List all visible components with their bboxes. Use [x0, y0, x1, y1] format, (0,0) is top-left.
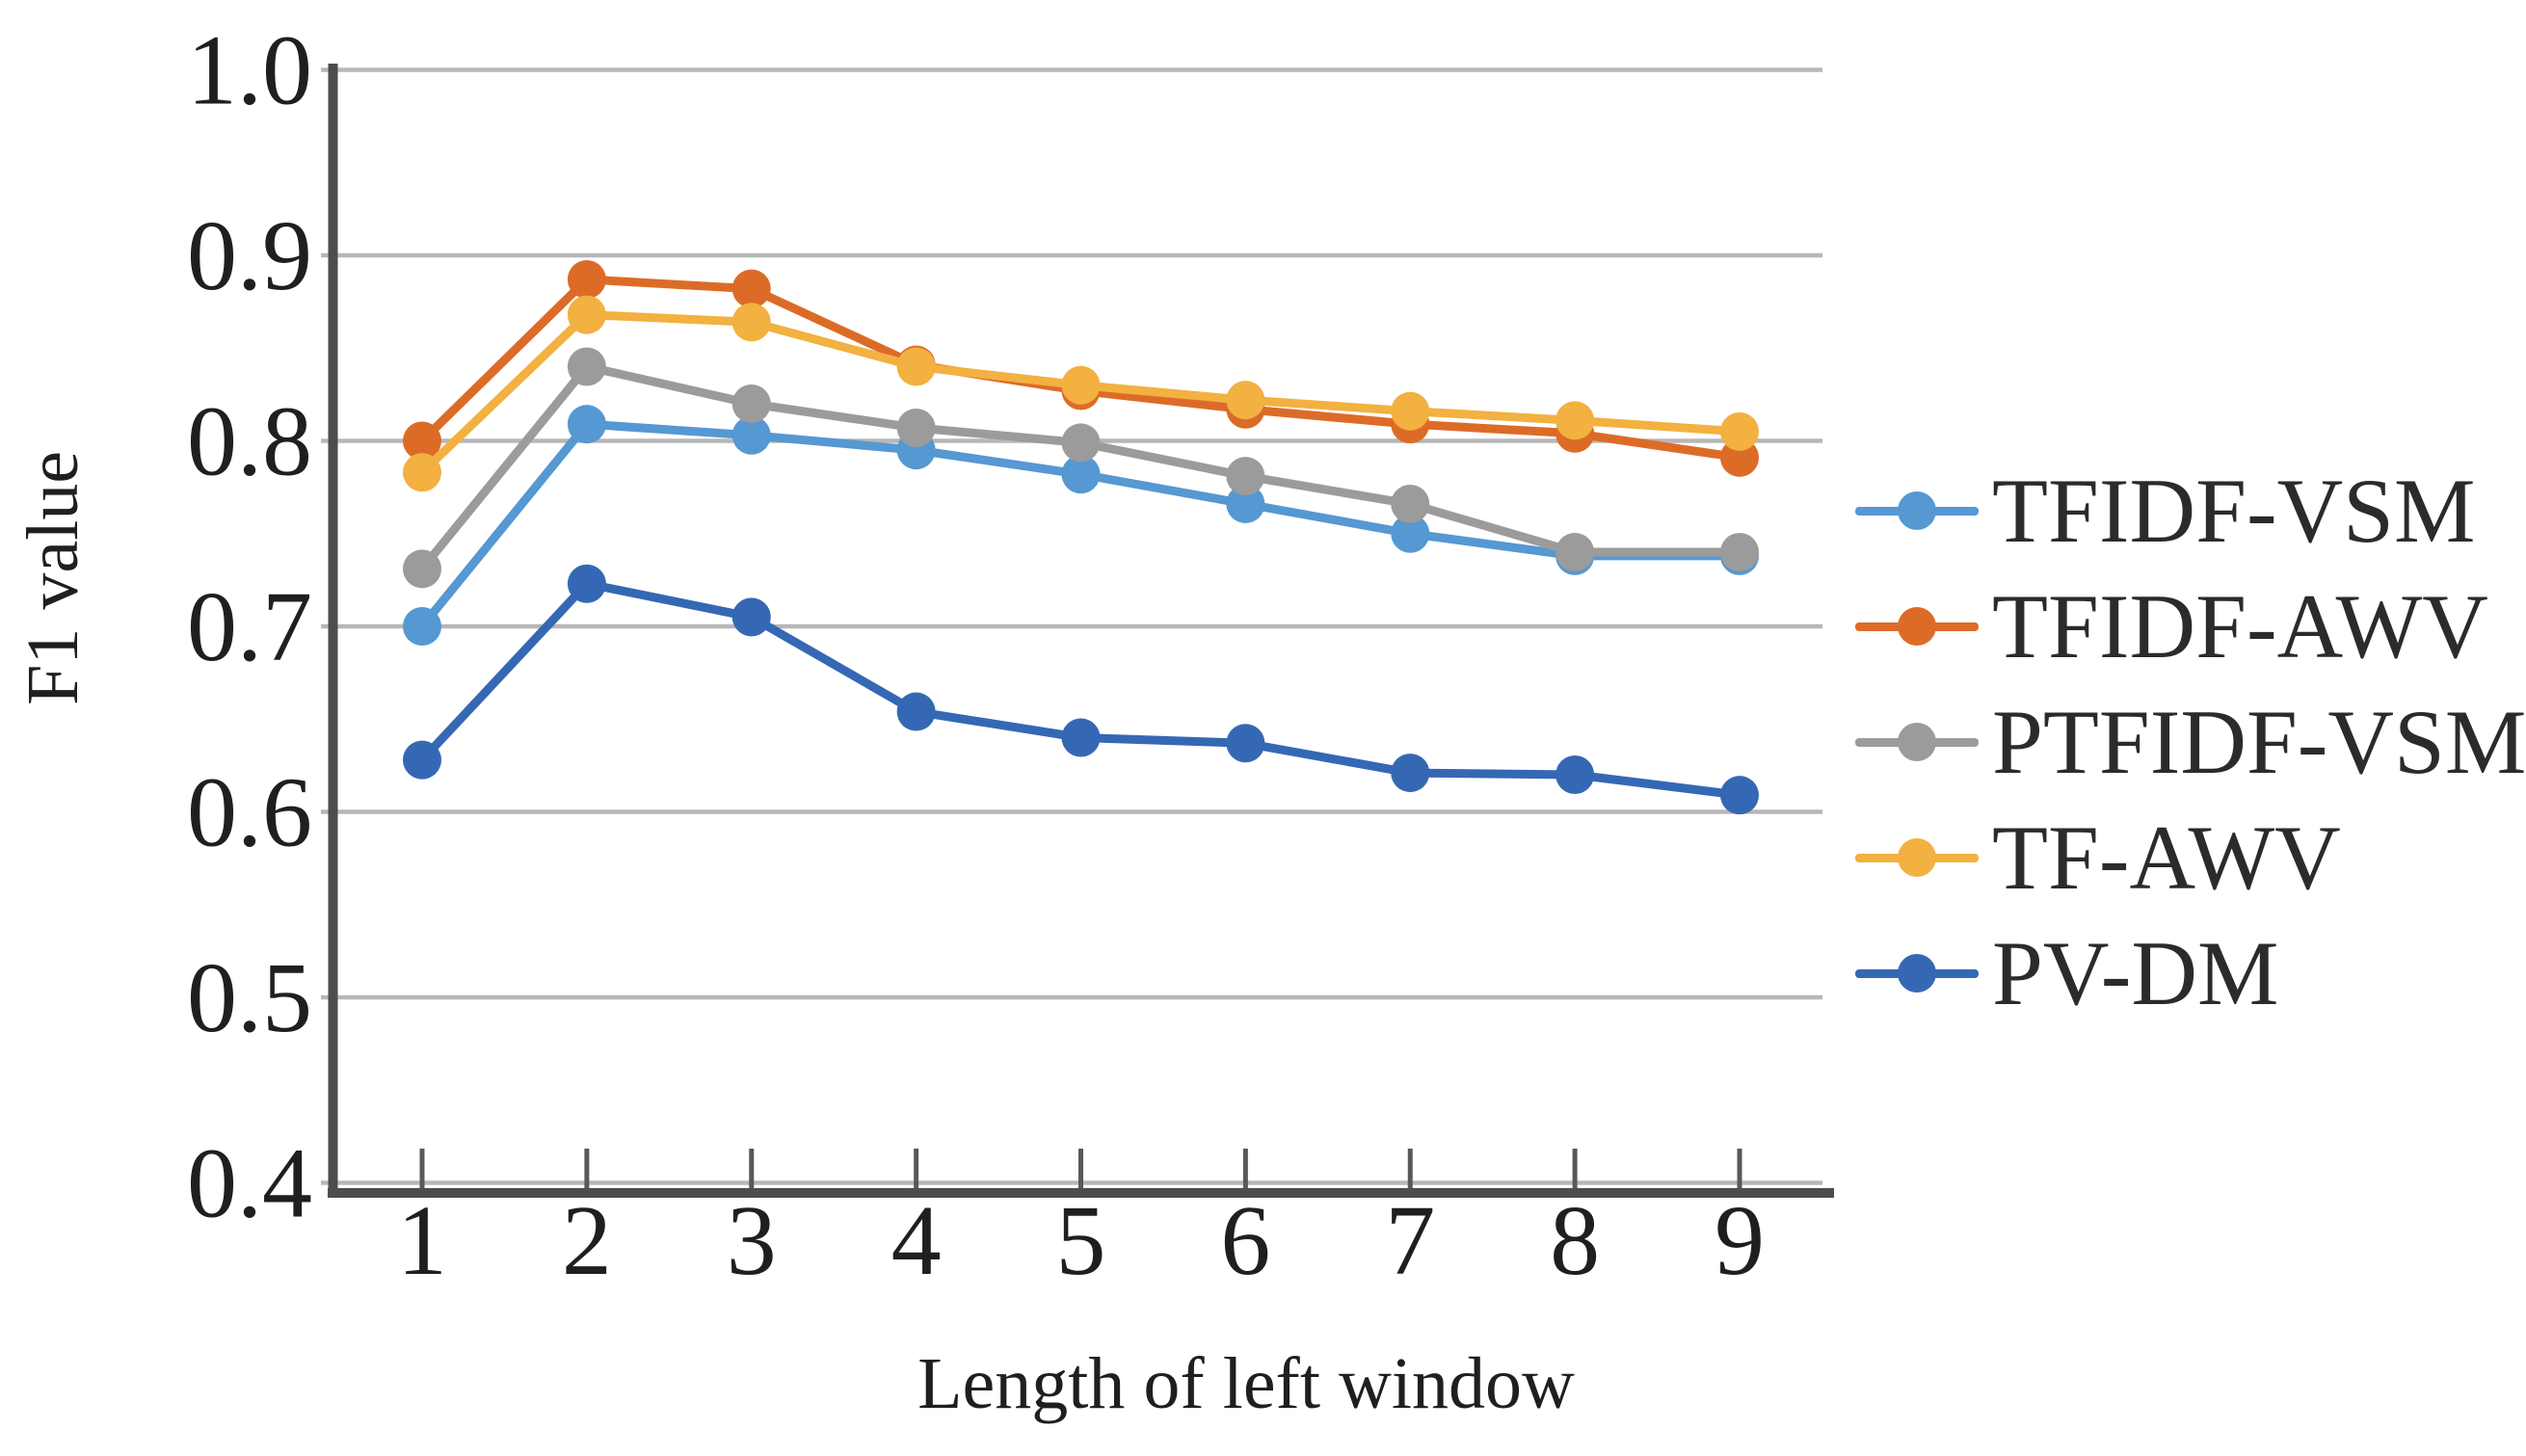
x-tick-label: 7 — [1385, 1185, 1435, 1296]
x-tick-label: 9 — [1715, 1185, 1765, 1296]
x-tick-label: 8 — [1550, 1185, 1600, 1296]
x-tick-label: 5 — [1056, 1185, 1106, 1296]
legend-marker-dot — [1898, 491, 1936, 530]
axis-ticks — [419, 1149, 1742, 1188]
data-point — [567, 405, 606, 444]
x-axis-title: Length of left window — [917, 1343, 1575, 1424]
axes — [328, 64, 1834, 1198]
series-PV-DM — [403, 564, 1759, 815]
data-point — [567, 260, 606, 300]
data-point — [896, 409, 936, 448]
data-point — [1061, 718, 1101, 757]
data-point — [567, 564, 606, 603]
y-tick-label: 1.0 — [187, 15, 312, 126]
legend-label: TF-AWV — [1992, 806, 2341, 909]
legend-swatch — [1855, 607, 1979, 646]
data-point — [1391, 514, 1430, 553]
axis-tick-labels: 0.4 0.5 0.6 0.7 0.8 0.9 1.0 1 2 3 4 5 6 7 8 9 — [187, 15, 1765, 1297]
data-point — [403, 421, 441, 461]
data-point — [1720, 533, 1759, 571]
data-point — [1720, 776, 1759, 815]
legend-swatch — [1855, 491, 1979, 530]
data-point — [731, 269, 771, 308]
legend-item: PTFIDF-VSM — [1855, 696, 2526, 787]
data-point — [731, 415, 771, 455]
series-TF-AWV — [403, 295, 1759, 492]
legend-label: PV-DM — [1992, 921, 2279, 1024]
legend-item: TF-AWV — [1855, 806, 2511, 909]
data-point — [1391, 754, 1430, 793]
data-point — [567, 295, 606, 334]
data-point — [731, 384, 771, 423]
legend-item: TFIDF-AWV — [1855, 574, 2511, 677]
data-point — [1555, 401, 1595, 440]
legend-label: TFIDF-VSM — [1992, 459, 2476, 562]
data-point — [1391, 484, 1430, 523]
y-tick-label: 0.9 — [187, 200, 312, 311]
x-tick-label: 6 — [1220, 1185, 1270, 1296]
x-tick-label: 1 — [397, 1185, 447, 1296]
x-tick-label: 4 — [891, 1185, 942, 1296]
x-tick-label: 2 — [562, 1185, 612, 1296]
data-point — [1555, 755, 1595, 794]
y-tick-label: 0.8 — [187, 386, 312, 497]
series-PTFIDF-VSM — [403, 347, 1759, 589]
legend-item: PV-DM — [1855, 921, 2511, 1024]
data-point — [1720, 411, 1759, 451]
y-tick-label: 0.6 — [187, 757, 312, 868]
data-point — [731, 597, 771, 637]
data-point — [1061, 423, 1101, 463]
data-point — [1061, 455, 1101, 494]
legend-marker-dot — [1898, 954, 1936, 993]
data-point — [1226, 457, 1265, 496]
series-line — [417, 579, 1744, 800]
legend-label: PTFIDF-VSM — [1992, 690, 2526, 793]
legend-item: TFIDF-VSM — [1855, 459, 2511, 562]
y-axis-title: F1 value — [13, 451, 93, 705]
data-point — [403, 453, 441, 492]
y-tick-label: 0.5 — [187, 942, 312, 1053]
data-point — [567, 347, 606, 386]
data-point — [1061, 365, 1101, 405]
legend-swatch — [1855, 954, 1979, 993]
legend-swatch — [1855, 838, 1979, 877]
y-tick-label: 0.7 — [187, 571, 312, 682]
data-point — [1226, 484, 1265, 523]
x-tick-label: 3 — [727, 1185, 777, 1296]
legend-marker-dot — [1898, 723, 1936, 761]
legend-marker-dot — [1898, 838, 1936, 877]
data-series — [403, 260, 1759, 815]
data-point — [1391, 391, 1430, 431]
data-point — [731, 303, 771, 342]
data-point — [1226, 724, 1265, 763]
data-point — [403, 549, 441, 589]
y-tick-label: 0.4 — [187, 1128, 312, 1239]
data-point — [896, 692, 936, 731]
legend-swatch — [1855, 723, 1979, 761]
data-point — [403, 740, 441, 780]
data-point — [403, 607, 441, 646]
legend-marker-dot — [1898, 607, 1936, 646]
data-point — [1555, 533, 1595, 571]
data-point — [1226, 381, 1265, 420]
legend-label: TFIDF-AWV — [1992, 574, 2488, 677]
data-point — [896, 347, 936, 386]
